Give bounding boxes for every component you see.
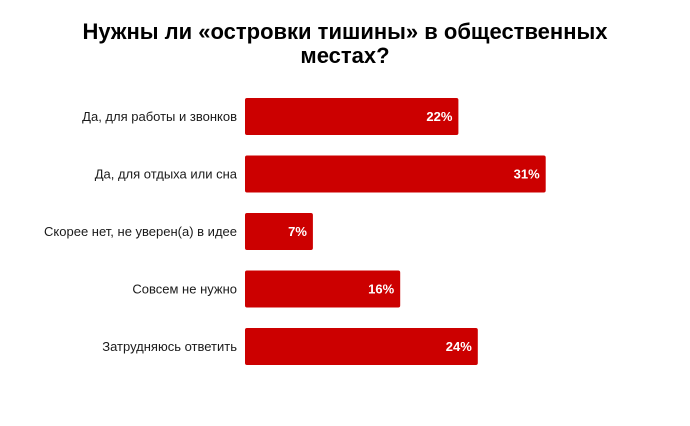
- category-label-2: Да, для отдыха или сна: [95, 167, 238, 182]
- category-label-3: Скорее нет, не уверен(а) в идее: [44, 224, 237, 239]
- value-label-1: 22%: [426, 109, 452, 124]
- bars-group: Да, для работы и звонков 22% Да, для отдых…: [44, 98, 546, 365]
- chart-title: Нужны ли «островки тишины» в общественны…: [82, 19, 608, 68]
- category-label-4: Совсем не нужно: [132, 282, 237, 297]
- bar-2: [245, 155, 546, 193]
- value-label-5: 24%: [446, 339, 472, 354]
- category-label-1: Да, для работы и звонков: [82, 109, 237, 124]
- bar-3: [245, 213, 313, 250]
- bar-5: [245, 328, 478, 365]
- category-label-5: Затрудняюсь ответить: [102, 339, 237, 354]
- value-label-2: 31%: [514, 167, 540, 182]
- value-label-3: 7%: [288, 224, 307, 239]
- value-label-4: 16%: [368, 282, 394, 297]
- bar-4: [245, 270, 401, 308]
- bar-1: [245, 98, 459, 135]
